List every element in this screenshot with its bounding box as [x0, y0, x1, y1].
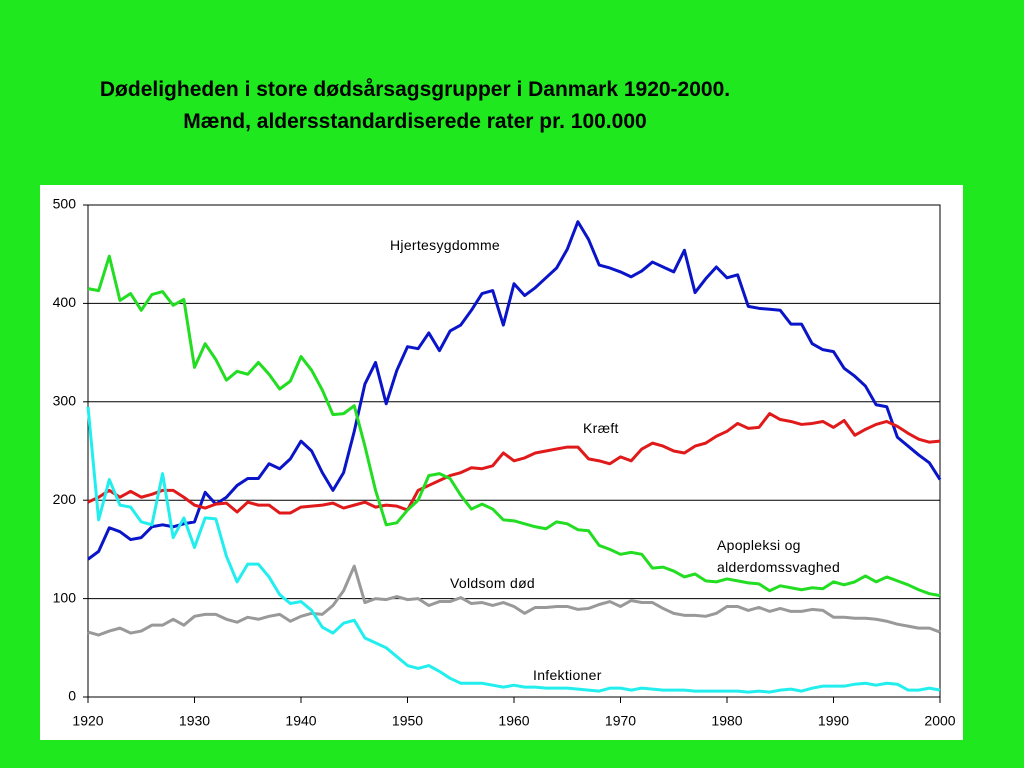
- x-tick-label: 1970: [605, 713, 636, 729]
- plot-frame: [87, 204, 941, 698]
- series-line: [87, 564, 941, 637]
- y-tick-label: 200: [53, 491, 77, 507]
- y-tick-label: 500: [53, 196, 77, 212]
- y-tick-label: 100: [53, 589, 77, 605]
- x-tick-label: 1940: [285, 713, 316, 729]
- series-label: Hjertesygdomme: [390, 237, 501, 253]
- y-tick-label: 400: [53, 294, 77, 310]
- series-line: [87, 254, 941, 598]
- chart-panel: [40, 185, 963, 740]
- chart-title: Dødeligheden i store dødsårsagsgrupper i…: [99, 78, 731, 133]
- series-label: Apopleksi og alderdomssvaghed: [717, 537, 841, 575]
- x-tick-label: 1930: [179, 713, 210, 729]
- y-tick-label: 300: [53, 393, 77, 409]
- series-line: [87, 220, 942, 561]
- x-tick-label: 1950: [392, 713, 423, 729]
- series-label: Voldsom død: [450, 575, 536, 591]
- x-tick-label: 1980: [711, 713, 742, 729]
- x-tick-label: 1920: [72, 713, 103, 729]
- x-tick-label: 2000: [924, 713, 955, 729]
- series-label: Infektioner: [533, 667, 602, 683]
- y-tick-label: 0: [68, 688, 76, 704]
- x-tick-label: 1960: [498, 713, 529, 729]
- series-label: Kræft: [583, 420, 619, 436]
- x-tick-label: 1990: [818, 713, 849, 729]
- series-line: [87, 412, 941, 515]
- series-line: [86, 406, 941, 694]
